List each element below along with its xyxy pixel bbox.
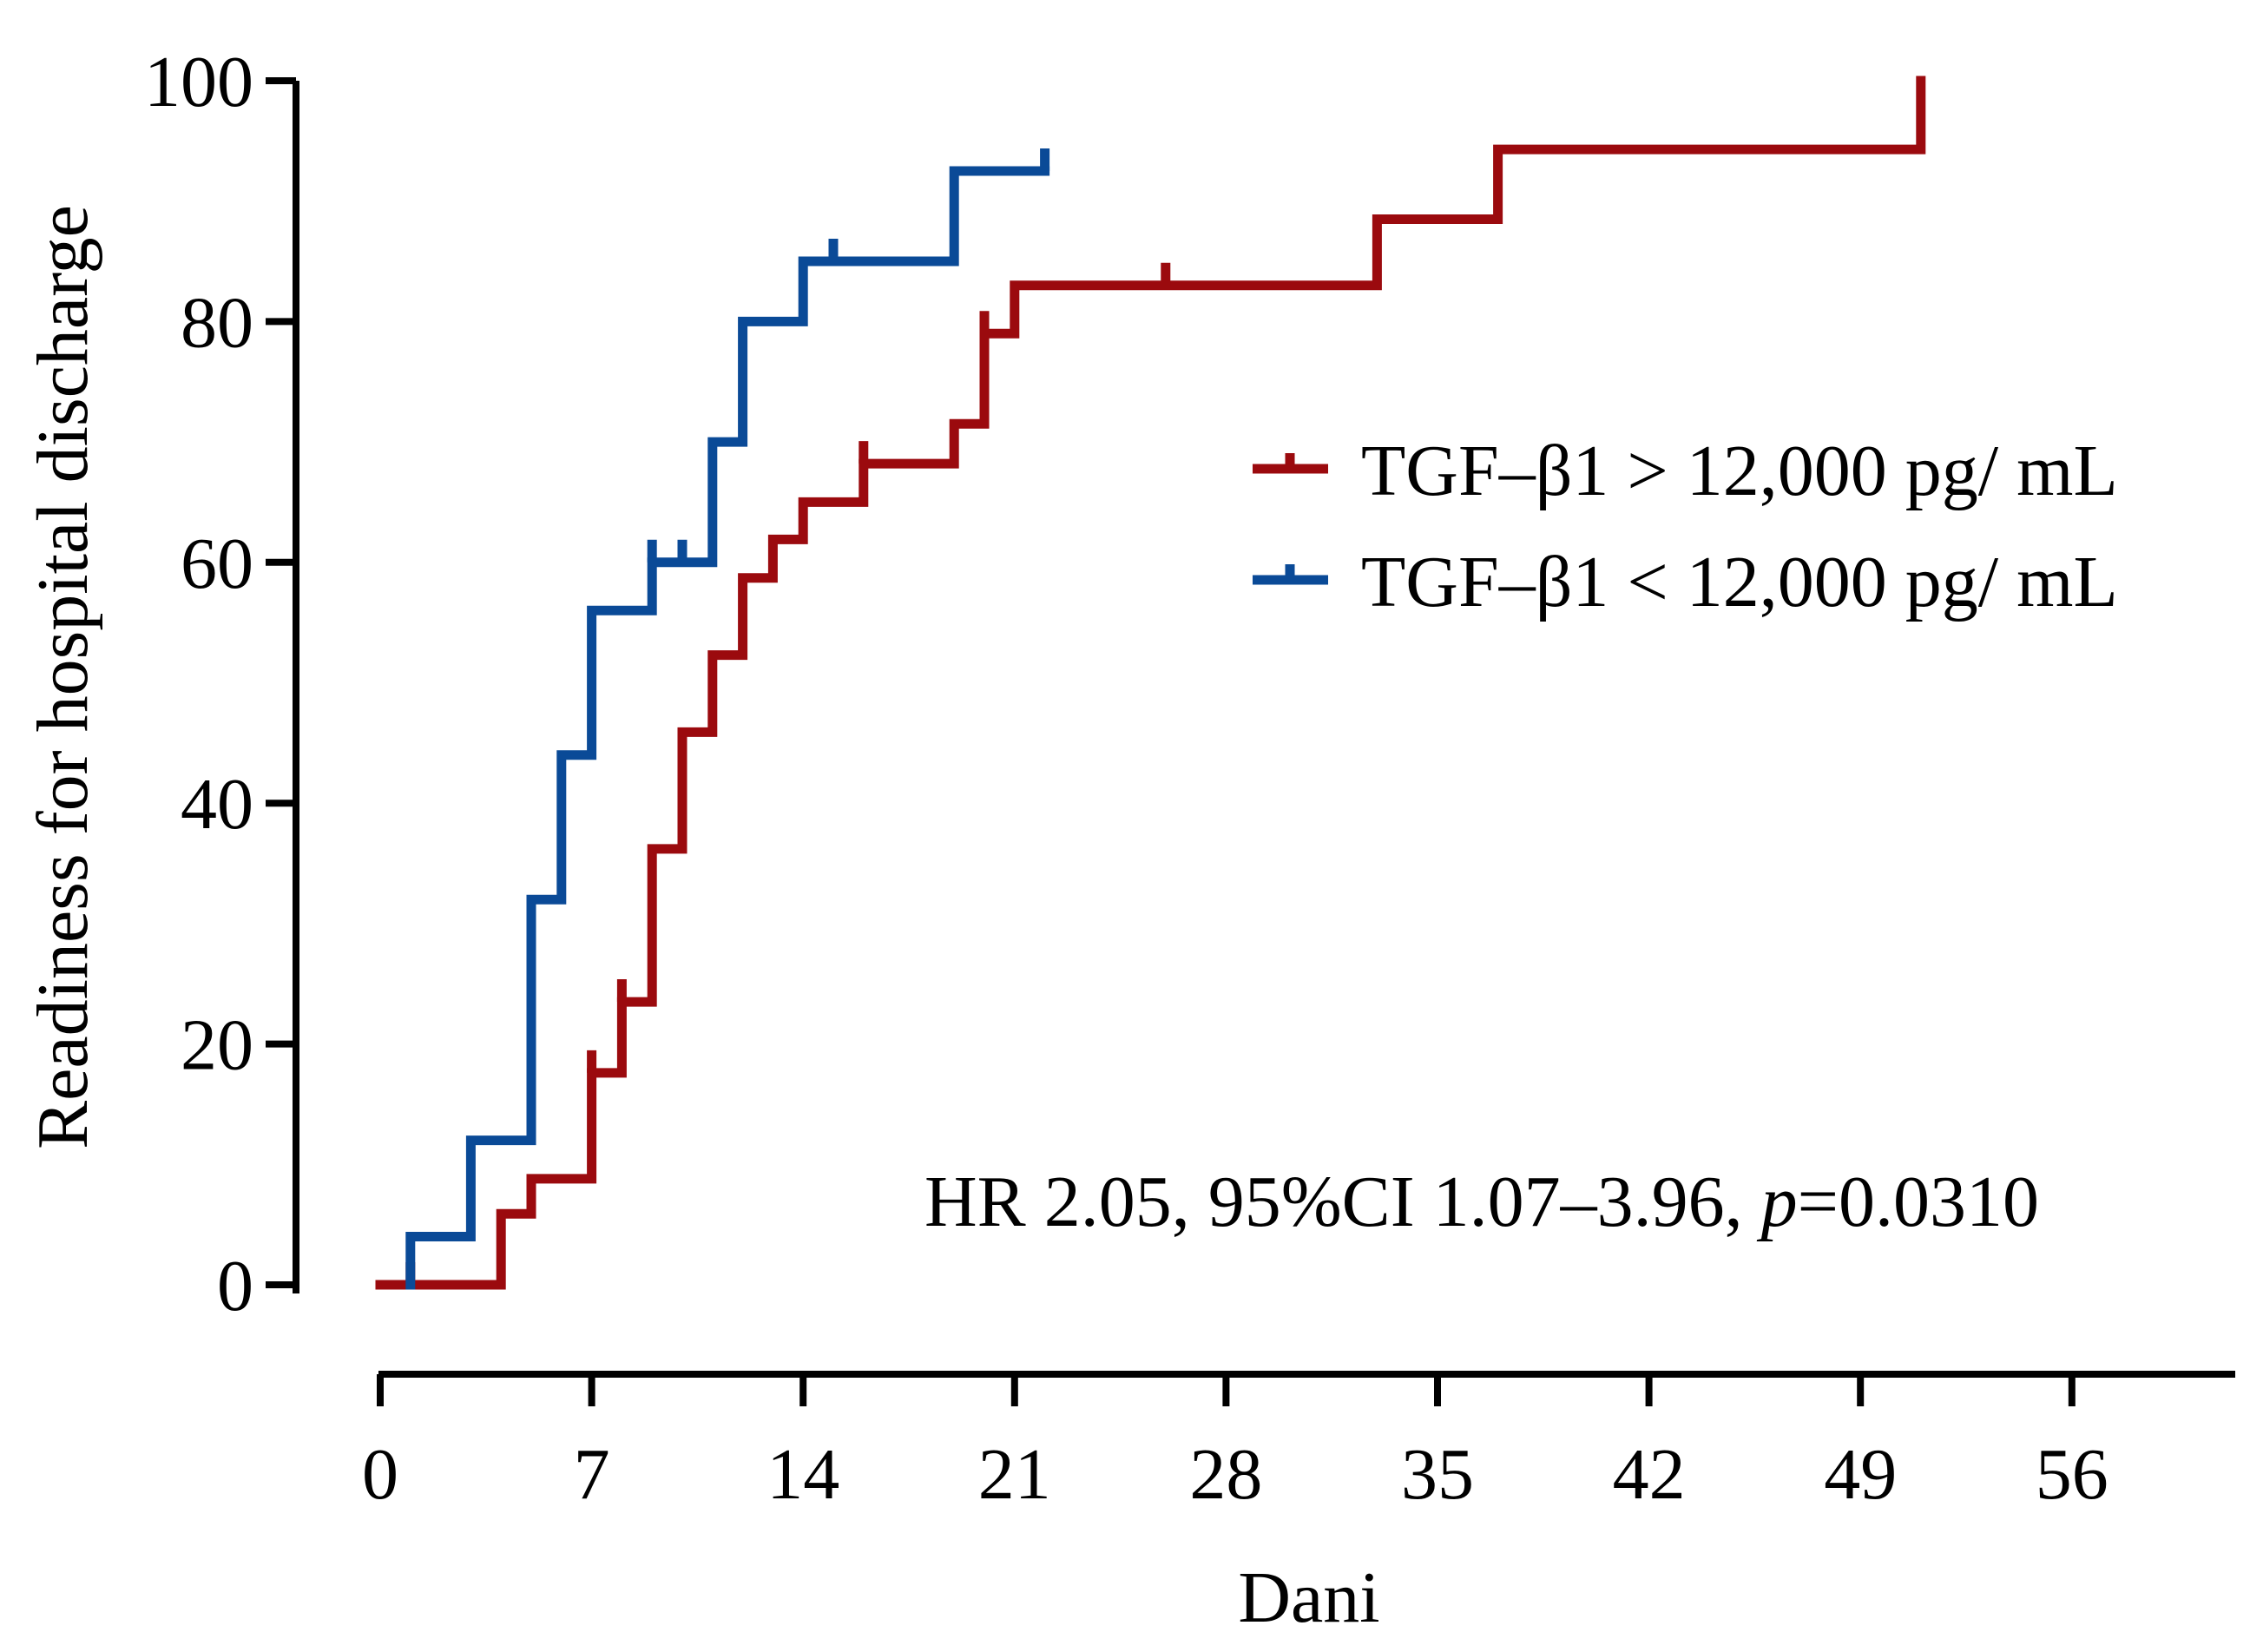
series-line xyxy=(405,166,1050,1290)
x-tick-label: 49 xyxy=(1824,1434,1897,1515)
x-tick-label: 42 xyxy=(1613,1434,1686,1515)
x-tick-label: 7 xyxy=(574,1434,610,1515)
y-tick-label: 80 xyxy=(181,282,253,363)
legend: TGF–β1 > 12,000 pg/ mL TGF–β1 < 12,000 p… xyxy=(1253,431,2118,622)
legend-label-high: TGF–β1 > 12,000 pg/ mL xyxy=(1361,431,2118,511)
legend-entry-low: TGF–β1 < 12,000 pg/ mL xyxy=(1253,542,2118,622)
legend-entry-high: TGF–β1 > 12,000 pg/ mL xyxy=(1253,431,2118,511)
y-axis: 0 20 40 60 80 100 xyxy=(144,42,299,1326)
x-tick-label: 0 xyxy=(362,1434,398,1515)
y-tick-label: 0 xyxy=(217,1246,253,1326)
series-0 xyxy=(375,76,1926,1290)
y-ticks: 0 20 40 60 80 100 xyxy=(144,42,296,1326)
annotation-p-symbol: p xyxy=(1757,1162,1798,1242)
x-axis-title: Dani xyxy=(1238,1557,1379,1638)
y-tick-label: 60 xyxy=(181,523,253,604)
x-tick-label: 28 xyxy=(1189,1434,1262,1515)
legend-label-low: TGF–β1 < 12,000 pg/ mL xyxy=(1361,542,2118,622)
y-axis-title: Readiness for hospital discharge xyxy=(23,205,103,1149)
y-tick-label: 100 xyxy=(144,42,253,122)
x-tick-label: 56 xyxy=(2036,1434,2109,1515)
x-tick-label: 21 xyxy=(978,1434,1051,1515)
y-tick-label: 20 xyxy=(181,1005,253,1086)
series-layer xyxy=(375,76,1926,1290)
y-tick-label: 40 xyxy=(181,764,253,845)
x-ticks: 0 7 14 21 28 35 42 49 56 xyxy=(362,1374,2109,1515)
x-tick-label: 14 xyxy=(766,1434,839,1515)
series-1 xyxy=(405,148,1050,1290)
series-line xyxy=(375,76,1926,1290)
x-tick-label: 35 xyxy=(1401,1434,1474,1515)
annotation-prefix: HR 2.05, 95%CI 1.07–3.96, xyxy=(924,1162,1761,1242)
hazard-ratio-annotation: HR 2.05, 95%CI 1.07–3.96, p=0.0310 xyxy=(924,1162,2039,1242)
x-axis: 0 7 14 21 28 35 42 49 56 xyxy=(362,1371,2235,1515)
annotation-p-value: =0.0310 xyxy=(1798,1162,2039,1242)
